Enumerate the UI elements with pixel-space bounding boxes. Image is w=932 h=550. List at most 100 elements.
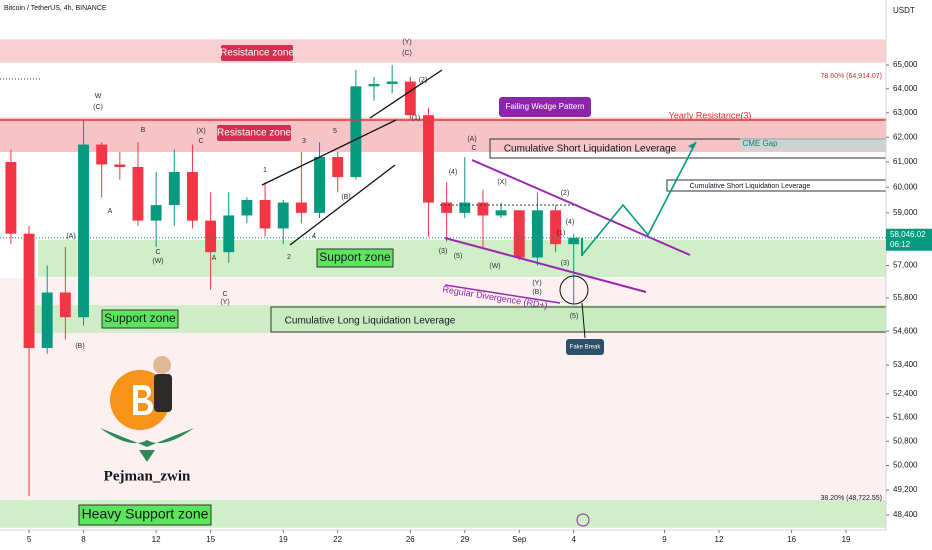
x-tick-label: 8 xyxy=(81,535,86,544)
y-tick-label: 65,000 xyxy=(893,60,918,69)
wave-label: 5 xyxy=(333,128,337,135)
wave-label: C xyxy=(222,291,227,298)
wave-label: (3) xyxy=(439,248,448,255)
annotation: 78.60% (64,914.07) xyxy=(821,73,883,80)
annotation: Yearly Resistance(3) xyxy=(669,110,752,120)
trend-line xyxy=(261,119,397,186)
wave-label: (2) xyxy=(419,77,428,84)
x-tick-label: 29 xyxy=(460,535,469,544)
y-tick-label: 53,400 xyxy=(893,360,918,369)
chart-title: Bitcoin / TetherUS, 4h, BINANCE xyxy=(4,5,107,12)
x-tick-label: 26 xyxy=(406,535,415,544)
candle-body xyxy=(404,81,416,116)
wave-label: (W) xyxy=(489,263,500,270)
badge xyxy=(221,45,293,61)
time-axis xyxy=(0,530,886,550)
candle-body xyxy=(531,210,543,258)
price-box xyxy=(886,228,932,251)
candle-body xyxy=(150,205,162,221)
x-tick-label: 19 xyxy=(279,535,288,544)
y-tick-label: 54,600 xyxy=(893,326,918,335)
wave-label: C xyxy=(155,249,160,256)
candle-body xyxy=(495,210,507,216)
y-tick-label: 50,000 xyxy=(893,461,918,470)
zone-label: Resistance zone xyxy=(217,128,291,139)
wave-label: 2 xyxy=(287,254,291,261)
annotation: 38.20% (48,722.55) xyxy=(821,495,883,502)
candle-body xyxy=(314,156,325,213)
fake-break-pointer xyxy=(581,302,586,339)
wave-label: (B) xyxy=(341,194,350,201)
zone-label: Heavy Support zone xyxy=(82,506,209,522)
candle-body xyxy=(114,164,126,167)
x-tick-label: Sep xyxy=(512,535,527,544)
wave-label: (A) xyxy=(467,136,476,143)
price-axis xyxy=(886,0,932,550)
wave-label: 3 xyxy=(302,138,306,145)
ticks: 65,000 64,000 63,000 62,000 61,000 60,000 59,0… xyxy=(0,60,932,544)
wave-label: A xyxy=(212,255,217,262)
candle-body xyxy=(477,202,489,216)
candle-body xyxy=(295,202,307,213)
zone xyxy=(0,39,886,63)
y-tick-label: 59,000 xyxy=(893,208,918,217)
annotation: Cumulative Long Liquidation Leverage xyxy=(285,316,456,327)
wave-label: (5) xyxy=(570,313,579,320)
avatar-head xyxy=(153,356,171,374)
logo-point xyxy=(139,450,155,462)
logo-wings xyxy=(100,428,194,447)
candle-body xyxy=(441,202,453,213)
countdown: 06:12 xyxy=(890,240,911,249)
price-label: 58,046.02 xyxy=(890,230,926,239)
candle-body xyxy=(241,199,253,216)
author: Pejman_zwin xyxy=(104,468,191,484)
event-icon xyxy=(576,513,590,527)
y-tick-label: 61,000 xyxy=(893,157,918,166)
x-tick-label: 19 xyxy=(842,535,851,544)
annotation: Failing Wedge Pattern xyxy=(505,102,584,111)
annotation: Cumulative Short Liquidation Leverage xyxy=(504,144,677,155)
wave-label: A xyxy=(108,208,113,215)
annotation: CME Gap xyxy=(742,139,778,148)
candle-body xyxy=(96,144,108,165)
candle-body xyxy=(568,237,580,245)
wedge-upper xyxy=(471,159,691,256)
candle-body xyxy=(223,215,235,253)
wave-label: (C) xyxy=(402,50,412,57)
wave-label: (A) xyxy=(66,233,75,240)
y-tick-label: 51,600 xyxy=(893,413,918,422)
long-liq-box xyxy=(270,306,887,333)
badge xyxy=(566,339,604,355)
badge xyxy=(101,309,179,329)
wave-label: (B) xyxy=(532,289,541,296)
candle-body xyxy=(187,172,198,221)
wave-label: C xyxy=(198,138,203,145)
candle-body xyxy=(550,210,562,245)
y-tick-label: 57,000 xyxy=(893,261,918,270)
candle-body xyxy=(259,199,271,229)
trend-line xyxy=(289,164,396,246)
wave-label: (Y) xyxy=(532,280,541,287)
candle-body xyxy=(78,144,89,318)
y-tick-label: 48,400 xyxy=(893,510,918,519)
candle-body xyxy=(350,86,362,178)
wave-label: W xyxy=(95,93,102,100)
y-tick-label: 49,200 xyxy=(893,485,918,494)
wave-label: (C) xyxy=(93,104,103,111)
wave-labels: W(C)(X)C(Y)(C)(2)(1)(4)(3)(5)(A)C(2)(4)(… xyxy=(66,39,578,350)
candle-body xyxy=(386,81,398,84)
trend-line xyxy=(369,69,443,119)
candles xyxy=(5,65,580,497)
x-tick-label: 9 xyxy=(662,535,667,544)
badge xyxy=(316,248,394,268)
candle-body xyxy=(168,172,180,206)
candle-body xyxy=(368,83,380,87)
zone-label: Support zone xyxy=(319,250,391,264)
wave-label: (4) xyxy=(566,219,575,226)
badge xyxy=(217,125,291,141)
currency: USDT xyxy=(893,6,915,15)
candle-body xyxy=(59,292,71,318)
wave-label: 1 xyxy=(263,167,267,174)
projection-arrow xyxy=(688,142,696,149)
